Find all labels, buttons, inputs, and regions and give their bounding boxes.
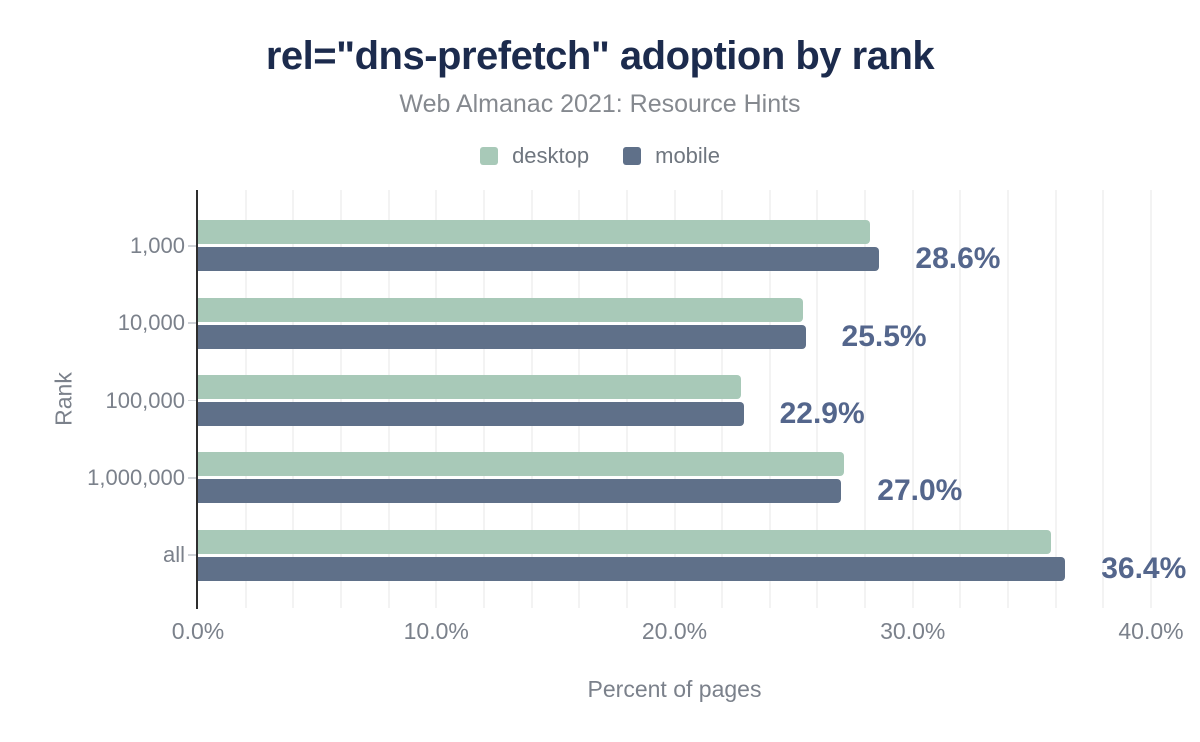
bar-desktop-1000000 (198, 452, 844, 477)
x-tick-label: 10.0% (403, 618, 469, 644)
y-axis-title: Rank (50, 372, 77, 426)
y-tick-label: 1,000 (129, 232, 185, 258)
gridline-14 (530, 190, 533, 608)
bar-desktop-100000 (198, 375, 742, 399)
data-label: 25.5% (841, 319, 927, 353)
bar-mobile-10000 (198, 324, 806, 349)
bar-desktop-1000 (198, 220, 870, 245)
y-axis-line (195, 190, 198, 609)
legend-item-mobile: mobile (623, 143, 720, 169)
x-axis-title: Percent of pages (587, 676, 762, 702)
gridline-18 (625, 190, 628, 608)
y-tick-mark (187, 477, 196, 479)
gridline-26 (816, 190, 819, 608)
bar-mobile-all (198, 556, 1066, 581)
gridline-20 (673, 190, 676, 608)
y-tick-mark (187, 322, 196, 324)
x-tick-label: 0.0% (171, 618, 225, 644)
data-label: 27.0% (877, 474, 963, 508)
gridline-24 (768, 190, 771, 608)
y-tick-mark (187, 554, 196, 556)
bar-mobile-100000 (198, 402, 744, 426)
chart-subtitle: Web Almanac 2021: Resource Hints (399, 90, 801, 118)
legend-label: mobile (655, 143, 720, 168)
y-tick-mark (187, 245, 196, 247)
y-tick-label: 10,000 (117, 310, 185, 336)
data-label: 36.4% (1101, 551, 1187, 585)
gridline-36 (1054, 190, 1057, 608)
gridline-4 (292, 190, 295, 608)
y-tick-label: 100,000 (105, 387, 185, 413)
gridline-22 (721, 190, 724, 608)
data-label: 22.9% (779, 397, 865, 430)
gridline-34 (1007, 190, 1010, 608)
gridline-6 (339, 190, 342, 608)
x-tick-label: 40.0% (1118, 618, 1184, 644)
gridline-38 (1102, 190, 1105, 608)
gridline-32 (959, 190, 962, 608)
y-tick-label: all (162, 542, 185, 568)
x-tick-label: 20.0% (641, 618, 708, 644)
legend-label: desktop (512, 143, 590, 168)
legend-item-desktop: desktop (480, 143, 589, 169)
data-label: 28.6% (915, 242, 1001, 276)
gridline-8 (387, 190, 390, 608)
y-tick-mark (187, 399, 196, 402)
gridline-30 (911, 190, 914, 608)
y-tick-label: 1,000,000 (87, 464, 185, 490)
gridline-40 (1150, 190, 1152, 608)
bar-mobile-1000 (198, 247, 880, 272)
x-tick-label: 30.0% (880, 618, 946, 644)
gridline-10 (435, 190, 438, 608)
gridline-16 (578, 190, 581, 608)
chart-title: rel="dns-prefetch" adoption by rank (265, 34, 935, 78)
bar-desktop-10000 (198, 297, 804, 322)
gridline-12 (482, 190, 485, 608)
bar-desktop-all (198, 529, 1051, 554)
gridline-28 (864, 190, 867, 608)
legend-swatch-desktop (480, 147, 499, 165)
bar-mobile-1000000 (198, 479, 842, 504)
legend: desktop mobile (0, 143, 1200, 169)
legend-swatch-mobile (623, 147, 642, 165)
gridline-2 (244, 190, 247, 608)
